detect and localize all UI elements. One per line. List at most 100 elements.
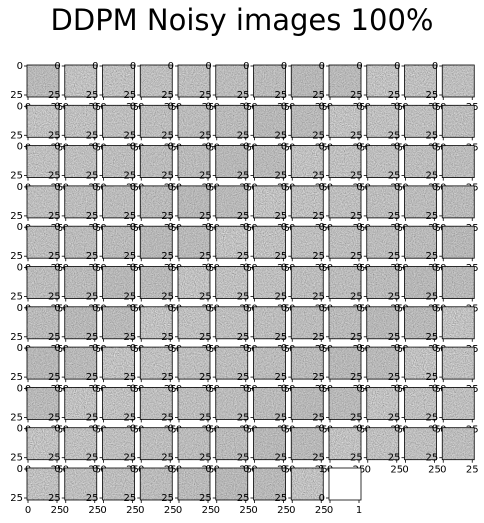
y-tick-label: 0	[243, 61, 249, 72]
panel-frame	[404, 346, 437, 380]
noise-image	[27, 306, 59, 339]
y-tick-label: 25	[312, 171, 325, 182]
y-tick-label: 0	[319, 182, 325, 193]
y-tick-label: 25	[426, 332, 439, 343]
y-tick-label: 0	[17, 222, 23, 233]
panel-frame	[64, 427, 98, 461]
y-tick-label: 25	[426, 90, 439, 101]
noise-image	[102, 65, 135, 97]
panel-frame	[404, 185, 437, 219]
y-tick-label: 0	[54, 383, 60, 394]
panel-frame	[366, 346, 400, 380]
y-tick-label: 25	[86, 130, 99, 141]
y-tick-label: 25	[426, 171, 439, 182]
panel-frame	[177, 185, 211, 219]
panel-frame	[366, 306, 400, 340]
y-tick-label: 25	[426, 251, 439, 262]
noise-image	[178, 387, 210, 420]
noise-image	[291, 306, 324, 339]
noise-image	[178, 226, 210, 259]
y-tick-label: 25	[48, 332, 61, 343]
y-tick-label: 25	[10, 211, 23, 222]
noise-image	[27, 387, 59, 420]
y-tick-label: 25	[350, 171, 363, 182]
panel-frame	[253, 346, 286, 380]
y-tick-label: 25	[199, 90, 212, 101]
panel-frame	[290, 225, 324, 259]
y-tick-label: 0	[17, 61, 23, 72]
panel-frame	[441, 225, 475, 259]
y-tick-label: 25	[275, 90, 288, 101]
y-tick-label: 0	[92, 263, 98, 274]
panel-frame	[253, 467, 286, 501]
noise-image	[27, 347, 59, 380]
panel-frame	[26, 185, 60, 219]
noise-image	[329, 347, 361, 380]
noise-image	[64, 306, 97, 339]
noise-image	[404, 266, 437, 299]
panel-frame	[253, 225, 286, 259]
noise-image	[27, 145, 59, 178]
y-tick-label: 0	[356, 182, 362, 193]
y-tick-label: 0	[356, 263, 362, 274]
y-tick-label: 0	[432, 222, 438, 233]
y-tick-label: 0	[394, 182, 400, 193]
x-tick-label: 25	[126, 505, 139, 516]
y-tick-label: 0	[432, 182, 438, 193]
panel-frame	[404, 64, 437, 98]
panel-frame	[328, 145, 362, 179]
panel-frame	[328, 386, 362, 420]
y-tick-label: 25	[48, 372, 61, 383]
noise-image	[102, 105, 135, 138]
noise-image	[442, 306, 475, 339]
panel-frame	[290, 386, 324, 420]
y-tick-label: 0	[356, 383, 362, 394]
panel-frame	[102, 427, 135, 461]
noise-image	[102, 266, 135, 299]
y-tick-label: 25	[275, 332, 288, 343]
panel-frame	[139, 104, 173, 138]
panel-frame	[366, 64, 400, 98]
noise-image	[64, 185, 97, 218]
y-tick-label: 25	[161, 332, 174, 343]
y-tick-label: 0	[281, 61, 287, 72]
y-tick-label: 25	[199, 211, 212, 222]
panel-frame	[26, 225, 60, 259]
y-tick-label: 25	[312, 412, 325, 423]
y-tick-label: 25	[199, 412, 212, 423]
noise-image	[215, 65, 248, 97]
panel-frame	[328, 266, 362, 299]
y-tick-label: 0	[130, 222, 136, 233]
y-tick-label: 0	[319, 303, 325, 314]
y-tick-label: 0	[205, 61, 211, 72]
y-tick-label: 0	[205, 383, 211, 394]
y-tick-label: 25	[10, 412, 23, 423]
panel-frame	[177, 64, 211, 98]
noise-image	[291, 65, 324, 97]
y-tick-label: 25	[124, 251, 137, 262]
panel-frame	[366, 104, 400, 138]
x-tick-label: 0	[138, 505, 144, 516]
panel-frame	[64, 225, 98, 259]
noise-image	[404, 105, 437, 138]
noise-image	[404, 347, 437, 380]
figure-title: DDPM Noisy images 100%	[51, 3, 434, 37]
y-tick-label: 0	[432, 263, 438, 274]
y-tick-label: 0	[17, 263, 23, 274]
panel-frame	[253, 145, 286, 179]
y-tick-label: 0	[356, 101, 362, 112]
noise-image	[64, 226, 97, 259]
noise-image	[442, 427, 475, 460]
x-tick-label: 0	[440, 465, 446, 476]
y-tick-label: 0	[54, 343, 60, 354]
y-tick-label: 1	[319, 464, 325, 475]
y-tick-label: 25	[388, 130, 401, 141]
noise-image	[329, 387, 361, 420]
y-tick-label: 25	[161, 211, 174, 222]
